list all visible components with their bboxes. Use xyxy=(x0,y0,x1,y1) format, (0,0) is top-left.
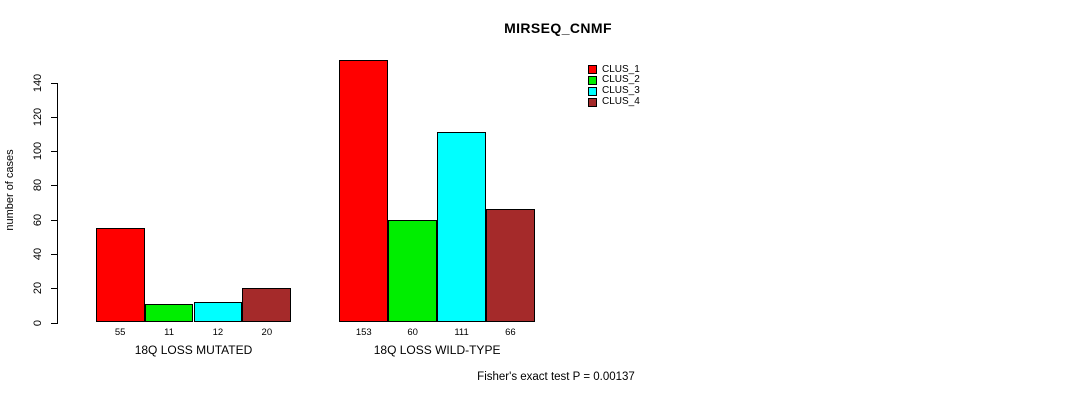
bar-clus_3 xyxy=(437,132,486,323)
x-group-label: 18Q LOSS MUTATED xyxy=(134,342,253,357)
y-tick-mark xyxy=(51,253,57,255)
bar-value-label: 111 xyxy=(454,327,469,338)
y-tick-mark xyxy=(51,288,57,290)
y-tick-label: 20 xyxy=(32,282,44,295)
y-tick-mark xyxy=(51,322,57,324)
y-axis-line xyxy=(57,82,58,324)
y-tick-mark xyxy=(51,151,57,153)
y-tick-label: 140 xyxy=(32,73,44,92)
bar-value-label: 60 xyxy=(407,327,418,338)
y-tick-mark xyxy=(51,185,57,187)
bar-clus_4 xyxy=(242,288,292,323)
legend-swatch-clus_4 xyxy=(588,97,597,107)
bar-value-label: 55 xyxy=(114,327,126,338)
bar-clus_2 xyxy=(388,219,438,323)
legend-label: CLUS_3 xyxy=(602,85,640,97)
legend-item: CLUS_4 xyxy=(588,97,640,107)
bar-clus_2 xyxy=(144,303,194,323)
y-tick-label: 60 xyxy=(32,213,44,226)
legend-swatch-clus_1 xyxy=(588,65,597,74)
y-tick-label: 40 xyxy=(32,247,44,261)
legend-item: CLUS_1 xyxy=(588,63,640,75)
y-tick-mark xyxy=(51,116,57,118)
bar-value-label: 12 xyxy=(212,327,224,338)
fisher-test-annotation: Fisher's exact test P = 0.00137 xyxy=(477,371,635,383)
bar-value-label: 20 xyxy=(261,327,273,338)
bar-value-label: 66 xyxy=(505,327,516,338)
bar-value-label: 153 xyxy=(355,327,372,338)
chart-title: MIRSEQ_CNMF xyxy=(504,20,612,36)
x-group-label: 18Q LOSS WILD-TYPE xyxy=(373,342,501,357)
legend-label: CLUS_2 xyxy=(602,74,640,86)
bar-clus_3 xyxy=(193,301,243,323)
bar-clus_1 xyxy=(95,228,145,323)
bar-clus_4 xyxy=(486,209,535,323)
legend-swatch-clus_3 xyxy=(588,86,597,96)
y-tick-label: 80 xyxy=(32,179,44,192)
bar-clus_1 xyxy=(339,60,389,323)
y-tick-label: 120 xyxy=(32,107,44,126)
y-axis-label: number of cases xyxy=(4,149,16,231)
legend-label: CLUS_4 xyxy=(602,96,640,108)
bar-value-label: 11 xyxy=(164,327,174,338)
legend-label: CLUS_1 xyxy=(602,63,640,75)
legend-item: CLUS_2 xyxy=(588,75,640,85)
legend-item: CLUS_3 xyxy=(588,86,640,96)
y-tick-label: 100 xyxy=(32,141,44,161)
y-tick-mark xyxy=(51,219,57,221)
legend-swatch-clus_2 xyxy=(588,75,597,85)
y-tick-mark xyxy=(51,82,57,84)
y-tick-label: 0 xyxy=(32,319,44,326)
